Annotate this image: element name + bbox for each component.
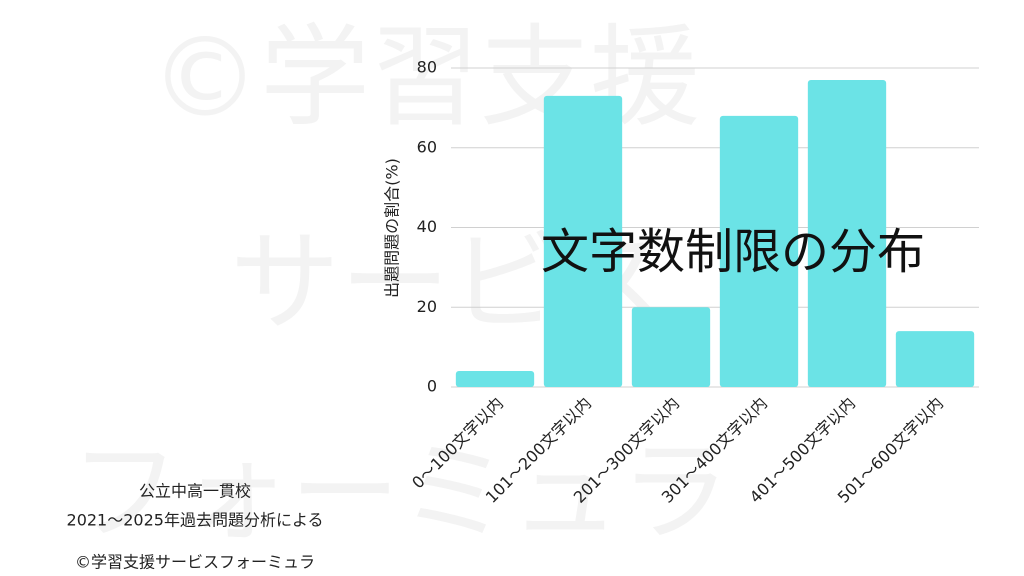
watermark-text: フォーミュラ: [70, 428, 730, 556]
note: 2021～2025年過去問題分析による: [67, 511, 324, 530]
y-tick-label: 20: [417, 297, 437, 316]
bar: [895, 331, 975, 387]
bar: [719, 115, 799, 387]
y-tick-label: 80: [417, 58, 437, 77]
y-axis-label: 出題問題の割合(%): [383, 158, 402, 298]
bar: [807, 79, 887, 388]
bar: [631, 307, 711, 387]
bar: [455, 371, 535, 387]
note: 公立中高一貫校: [139, 482, 251, 501]
y-tick-label: 60: [417, 137, 437, 156]
chart-title: 文字数制限の分布: [541, 224, 925, 280]
credit: ©学習支援サービスフォーミュラ: [75, 553, 315, 572]
y-tick-label: 0: [427, 377, 437, 396]
bar: [543, 95, 623, 387]
y-tick-label: 40: [417, 217, 437, 236]
